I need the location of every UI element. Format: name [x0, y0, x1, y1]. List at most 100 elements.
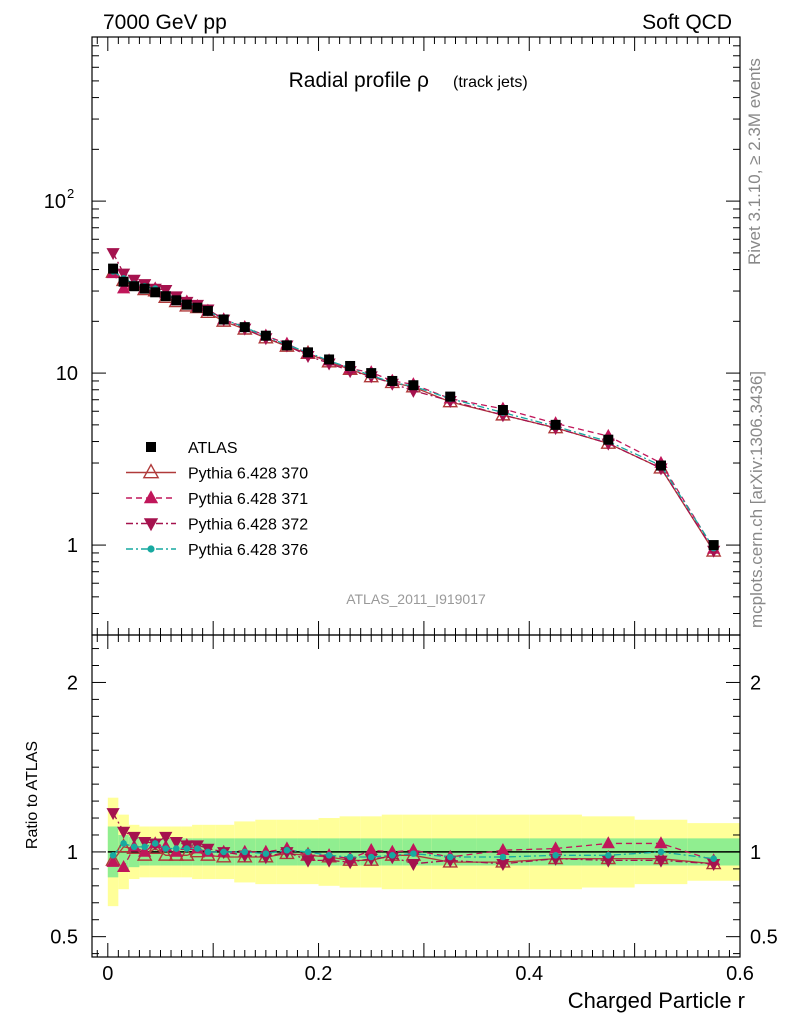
y-tick-label: 1: [67, 535, 78, 557]
data-point: [117, 268, 131, 281]
legend-label: Pythia 6.428 376: [188, 542, 308, 559]
ratio-point: [172, 845, 180, 852]
ratio-point: [259, 852, 273, 865]
ratio-point: [120, 840, 127, 847]
ratio-point: [204, 848, 212, 856]
ratio-y-tick-label: 0.5: [50, 927, 78, 949]
ratio-point: [106, 808, 120, 821]
data-point: [408, 380, 419, 391]
data-point: [159, 285, 173, 298]
ratio-panel: Ratio to ATLAS Charged Particle r 0 0.2 0.…: [24, 634, 778, 1013]
ratio-series-pythia-6-428-376: [109, 840, 717, 863]
ratio-point: [283, 846, 291, 854]
ratio-point: [410, 850, 417, 857]
ratio-y-tick-label: 1: [67, 842, 78, 864]
ratio-point: [406, 843, 420, 856]
ratio-point: [657, 848, 665, 856]
header-left: 7000 GeV pp: [103, 11, 227, 34]
ratio-point: [115, 838, 132, 853]
data-point: [708, 540, 719, 551]
data-point: [160, 291, 171, 302]
legend-marker: [146, 442, 156, 452]
data-point: [497, 405, 508, 416]
data-point: [366, 368, 377, 379]
ratio-y-tick-label-right: 2: [750, 672, 761, 694]
ratio-point: [654, 855, 668, 868]
data-point: [303, 347, 313, 358]
ratio-point: [710, 855, 717, 863]
ratio-point: [549, 853, 563, 866]
ratio-point: [364, 843, 378, 856]
ratio-point: [220, 848, 228, 856]
data-point: [387, 375, 398, 386]
data-point: [171, 295, 182, 306]
ratio-frame: [91, 634, 741, 958]
legend-label: ATLAS: [188, 440, 238, 457]
legend-item: Pythia 6.428 376: [126, 542, 308, 559]
ratio-point: [141, 843, 148, 851]
ratio-point: [388, 852, 396, 859]
ratio-point: [194, 845, 201, 852]
main-panel: Radial profile ρ (track jets) ATLAS_2011…: [44, 36, 741, 636]
y-tick-label: 10: [44, 191, 66, 213]
data-point: [603, 434, 614, 445]
data-point: [106, 248, 120, 261]
ratio-series-pythia-6-428-372: [106, 808, 721, 871]
ratio-point: [159, 831, 173, 844]
ratio-point: [157, 846, 174, 861]
x-axis-label: Charged Particle r: [568, 988, 745, 1013]
legend-marker: [143, 518, 159, 532]
ratio-point: [304, 848, 312, 856]
ratio-point: [325, 852, 333, 859]
ratio-point: [601, 855, 615, 868]
legend-marker: [142, 463, 160, 479]
legend-label: Pythia 6.428 372: [188, 517, 308, 534]
ratio-point: [549, 841, 563, 854]
chart-subtitle: (track jets): [453, 74, 528, 91]
x-tick-label: 0.6: [726, 963, 754, 985]
ratio-point: [446, 853, 454, 861]
data-point: [345, 360, 356, 371]
ratio-point: [301, 855, 315, 868]
ratio-point: [183, 845, 191, 852]
ratio-point: [109, 852, 117, 859]
data-point: [192, 302, 203, 313]
mcplots-label: mcplots.cern.ch [arXiv:1306.3436]: [747, 371, 766, 628]
ratio-point: [707, 858, 721, 871]
data-point: [139, 283, 150, 294]
x-tick-label: 0.2: [305, 963, 333, 985]
ratio-point: [262, 850, 270, 857]
series-line: [112, 252, 715, 551]
data-point: [260, 330, 271, 341]
ratio-point: [179, 846, 195, 861]
legend-item: Pythia 6.428 371: [126, 490, 308, 508]
data-point: [655, 460, 666, 471]
data-point: [550, 419, 561, 430]
ratio-point: [552, 852, 559, 859]
ratio-y-tick-label-right: 0.5: [750, 927, 778, 949]
data-point: [129, 281, 140, 292]
ratio-point: [117, 859, 131, 872]
data-point: [281, 340, 292, 351]
ratio-point: [169, 836, 183, 849]
header-right: Soft QCD: [642, 11, 732, 34]
ratio-point: [346, 853, 354, 861]
data-point: [108, 263, 119, 274]
legend-marker: [143, 490, 159, 504]
data-point: [118, 276, 129, 287]
ratio-y-tick-label: 2: [67, 672, 78, 694]
ratio-point: [496, 843, 510, 856]
ratio-point: [238, 850, 252, 863]
legend-label: Pythia 6.428 370: [188, 466, 308, 483]
ratio-point: [138, 836, 152, 849]
ratio-point: [127, 831, 141, 844]
data-point: [445, 391, 456, 402]
legend-item: Pythia 6.428 370: [126, 463, 308, 483]
ratio-point: [241, 848, 249, 856]
data-point: [202, 305, 213, 316]
ratio-point: [322, 855, 336, 868]
ratio-point: [151, 840, 159, 847]
ratio-series-line: [112, 846, 714, 865]
analysis-label: ATLAS_2011_I919017: [346, 591, 486, 607]
